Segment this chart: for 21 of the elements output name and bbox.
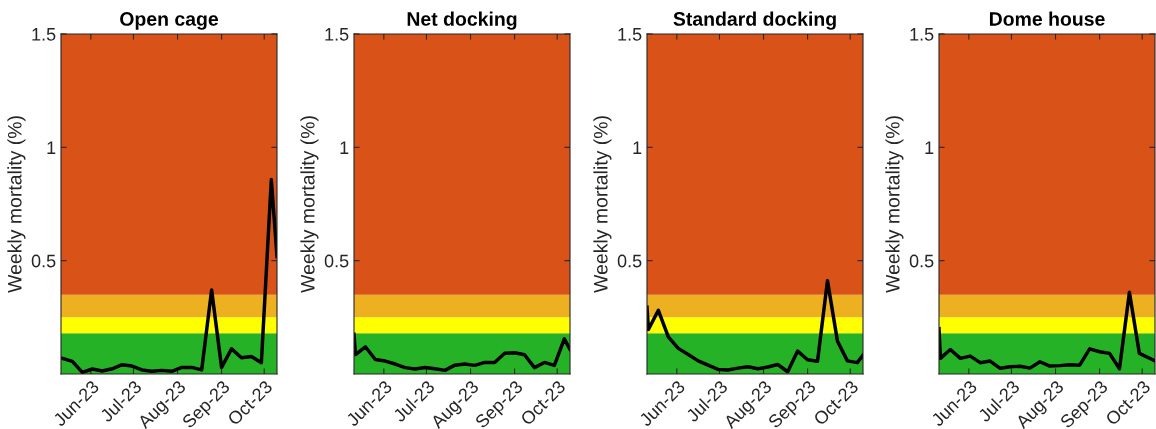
y-tick-label: 0.5 xyxy=(31,254,56,268)
y-tick-label: 1.5 xyxy=(325,28,349,41)
y-tick-label: 1 xyxy=(925,141,934,154)
y-tick-label: 1 xyxy=(633,141,642,154)
y-tick-label: 1.5 xyxy=(32,28,56,41)
y-tick-label: 0.5 xyxy=(617,254,642,268)
chart-title: Open cage xyxy=(120,12,219,30)
y-tick-label: 1 xyxy=(47,141,56,154)
y-axis-title: Weekly mortality (%) xyxy=(593,116,612,293)
y-tick-label: 1.5 xyxy=(618,28,642,41)
y-axis-title: Weekly mortality (%) xyxy=(300,116,319,293)
y-axis-title: Weekly mortality (%) xyxy=(7,116,26,293)
chart-title: Dome house xyxy=(989,11,1105,26)
chart-title: Net docking xyxy=(407,11,517,30)
y-tick-label: 1.5 xyxy=(910,28,934,41)
y-tick-label: 1 xyxy=(340,141,349,154)
y-tick-label: 0.5 xyxy=(909,254,934,268)
y-tick-label: 0.5 xyxy=(324,254,349,268)
line-series xyxy=(939,290,1155,371)
y-axis-title: Weekly mortality (%) xyxy=(885,116,904,293)
chart-title: Standard docking xyxy=(673,11,836,30)
